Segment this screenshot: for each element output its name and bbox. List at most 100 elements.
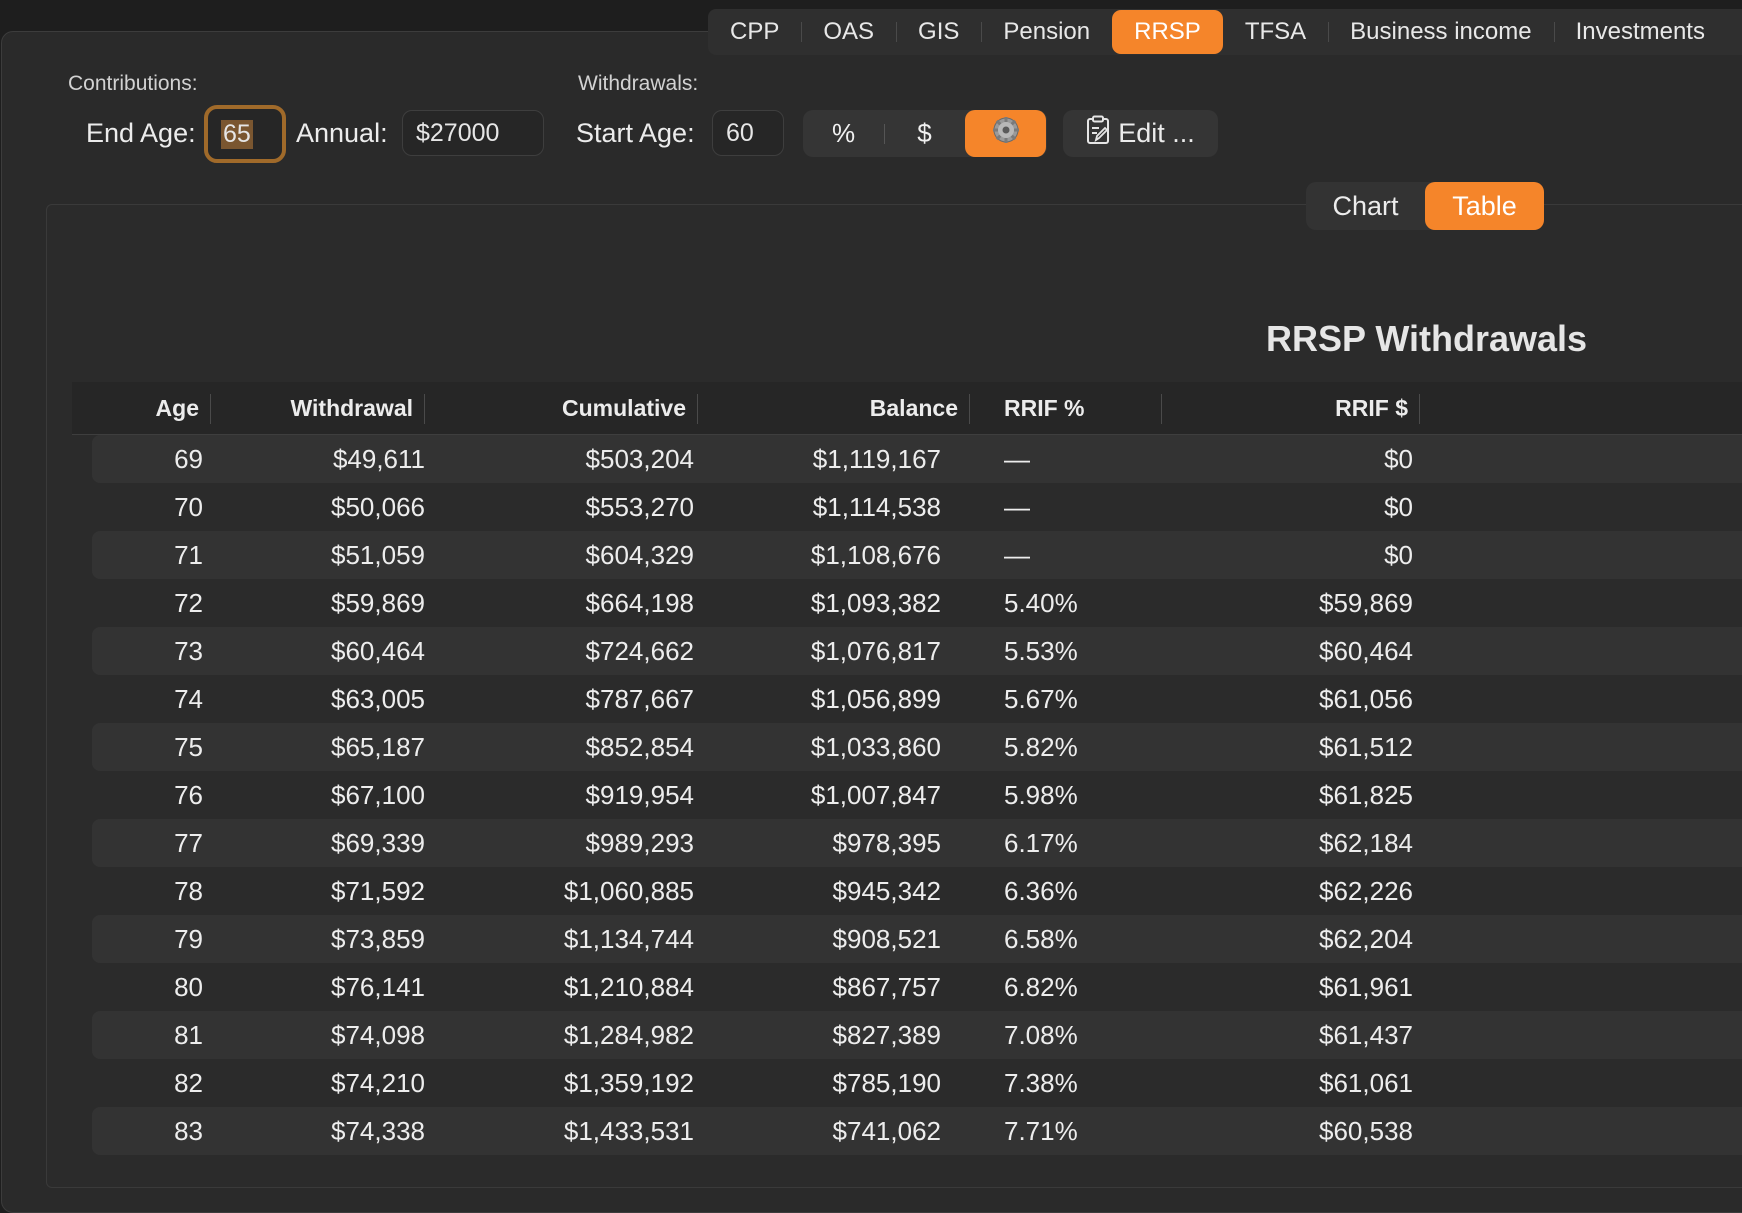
cell-rrif-dollar: $0 [1384, 539, 1413, 570]
tab-pension[interactable]: Pension [981, 10, 1112, 54]
edit-button[interactable]: Edit ... [1063, 110, 1218, 157]
table-row[interactable]: 80 $76,141 $1,210,884 $867,757 6.82% $61,961 [92, 963, 1742, 1011]
table-body: 69 $49,611 $503,204 $1,119,167 — $0 70 $50,066 $… [72, 435, 1742, 1160]
column-header-age[interactable]: Age [92, 382, 211, 434]
start-age-label: Start Age: [576, 118, 695, 148]
cell-withdrawal: $76,141 [331, 971, 425, 1002]
table-header: Age Withdrawal Cumulative Balance RRIF %… [72, 382, 1742, 435]
table-row[interactable]: 83 $74,338 $1,433,531 $741,062 7.71% $60,538 [92, 1107, 1742, 1155]
end-age-label: End Age: [86, 118, 196, 148]
chart-view-button[interactable]: Chart [1332, 190, 1399, 221]
table-row[interactable]: 72 $59,869 $664,198 $1,093,382 5.40% $59,869 [92, 579, 1742, 627]
cell-balance: $945,342 [832, 875, 941, 906]
cell-age: 79 [174, 923, 203, 954]
column-header-balance[interactable]: Balance [710, 382, 970, 434]
table-row[interactable]: 82 $74,210 $1,359,192 $785,190 7.38% $61,061 [92, 1059, 1742, 1107]
cell-rrif-percent: — [1004, 539, 1030, 570]
cell-cumulative: $604,329 [585, 539, 694, 570]
table-view-button[interactable]: Table [1425, 182, 1544, 230]
column-header-cumulative[interactable]: Cumulative [437, 382, 698, 434]
cell-balance: $1,114,538 [812, 491, 941, 522]
cell-rrif-percent: 5.98% [1004, 779, 1078, 810]
cell-withdrawal: $74,098 [331, 1019, 425, 1050]
cell-rrif-dollar: $61,056 [1319, 683, 1413, 714]
cell-balance: $1,093,382 [810, 587, 941, 618]
cell-withdrawal: $74,338 [331, 1115, 425, 1146]
cell-age: 76 [174, 779, 203, 810]
table-row[interactable]: 71 $51,059 $604,329 $1,108,676 — $0 [92, 531, 1742, 579]
table-row[interactable]: 69 $49,611 $503,204 $1,119,167 — $0 [92, 435, 1742, 483]
cell-cumulative: $1,134,744 [563, 923, 694, 954]
dollar-mode-button[interactable]: $ [884, 110, 965, 157]
cell-withdrawal: $69,339 [331, 827, 425, 858]
table-row[interactable]: 76 $67,100 $919,954 $1,007,847 5.98% $61,825 [92, 771, 1742, 819]
tab-oas[interactable]: OAS [801, 10, 896, 54]
tab-cpp[interactable]: CPP [730, 18, 780, 45]
cell-balance: $1,007,847 [810, 779, 941, 810]
cell-cumulative: $553,270 [585, 491, 694, 522]
cell-cumulative: $1,284,982 [563, 1019, 694, 1050]
rrif-mode-button[interactable] [965, 110, 1046, 157]
cell-age: 74 [174, 683, 203, 714]
cell-balance: $827,389 [832, 1019, 941, 1050]
cell-balance: $1,033,860 [810, 731, 941, 762]
tab-investments[interactable]: Investments [1553, 10, 1727, 54]
end-age-input[interactable]: 65 [204, 105, 286, 163]
cell-age: 71 [174, 539, 203, 570]
cell-rrif-dollar: $0 [1384, 443, 1413, 474]
table-row[interactable]: 73 $60,464 $724,662 $1,076,817 5.53% $60,464 [92, 627, 1742, 675]
withdrawal-mode-selector: % $ [803, 110, 1047, 157]
cell-rrif-percent: 5.53% [1004, 635, 1078, 666]
cell-withdrawal: $60,464 [331, 635, 425, 666]
cell-rrif-percent: 7.08% [1004, 1019, 1078, 1050]
cell-age: 80 [174, 971, 203, 1002]
tab-rrsp[interactable]: RRSP [1112, 10, 1223, 54]
table-row[interactable]: 78 $71,592 $1,060,885 $945,342 6.36% $62,226 [92, 867, 1742, 915]
cell-balance: $978,395 [832, 827, 941, 858]
cell-age: 77 [174, 827, 203, 858]
table-row[interactable]: 74 $63,005 $787,667 $1,056,899 5.67% $61,056 [92, 675, 1742, 723]
cell-cumulative: $1,359,192 [563, 1067, 694, 1098]
tab-gis[interactable]: GIS [896, 10, 981, 54]
table-row[interactable]: 77 $69,339 $989,293 $978,395 6.17% $62,184 [92, 819, 1742, 867]
edit-button-label: Edit ... [1118, 118, 1195, 148]
table-row[interactable]: 75 $65,187 $852,854 $1,033,860 5.82% $61,512 [92, 723, 1742, 771]
cell-rrif-percent: 5.40% [1004, 587, 1078, 618]
column-header-rrif-dollar[interactable]: RRIF $ [1186, 382, 1420, 434]
cell-rrif-percent: — [1004, 443, 1030, 474]
contributions-section-label: Contributions: [68, 72, 198, 95]
cell-rrif-percent: 7.71% [1004, 1115, 1078, 1146]
start-age-input[interactable]: 60 [712, 110, 784, 156]
cell-cumulative: $724,662 [585, 635, 694, 666]
cell-rrif-dollar: $61,961 [1319, 971, 1413, 1002]
cell-withdrawal: $63,005 [331, 683, 425, 714]
table-row[interactable]: 81 $74,098 $1,284,982 $827,389 7.08% $61,437 [92, 1011, 1742, 1059]
end-age-value: 65 [221, 119, 253, 149]
cell-withdrawal: $50,066 [331, 491, 425, 522]
annual-input[interactable]: $27000 [402, 110, 544, 156]
cell-rrif-percent: 7.38% [1004, 1067, 1078, 1098]
cell-age: 83 [174, 1115, 203, 1146]
cell-withdrawal: $67,100 [331, 779, 425, 810]
cell-age: 75 [174, 731, 203, 762]
table-row[interactable]: 70 $50,066 $553,270 $1,114,538 — $0 [92, 483, 1742, 531]
cell-age: 81 [174, 1019, 203, 1050]
cell-balance: $785,190 [832, 1067, 941, 1098]
top-tab-bar: CPP OAS GIS Pension RRSP TFSA Business i… [708, 9, 1742, 55]
percent-mode-button[interactable]: % [831, 118, 856, 148]
cell-rrif-percent: 5.67% [1004, 683, 1078, 714]
cell-withdrawal: $74,210 [331, 1067, 425, 1098]
table-row[interactable]: 79 $73,859 $1,134,744 $908,521 6.58% $62,204 [92, 915, 1742, 963]
column-header-withdrawal[interactable]: Withdrawal [223, 382, 425, 434]
cell-rrif-dollar: $61,437 [1319, 1019, 1413, 1050]
withdrawals-section-label: Withdrawals: [578, 72, 699, 95]
cell-rrif-percent: 5.82% [1004, 731, 1078, 762]
cell-rrif-dollar: $62,184 [1319, 827, 1413, 858]
cell-age: 82 [174, 1067, 203, 1098]
tab-business-income[interactable]: Business income [1328, 10, 1553, 54]
tab-tfsa[interactable]: TFSA [1244, 18, 1307, 45]
cell-withdrawal: $49,611 [332, 443, 425, 474]
cell-balance: $1,076,817 [810, 635, 941, 666]
column-header-rrif-percent[interactable]: RRIF % [1004, 382, 1162, 434]
cell-cumulative: $989,293 [585, 827, 694, 858]
